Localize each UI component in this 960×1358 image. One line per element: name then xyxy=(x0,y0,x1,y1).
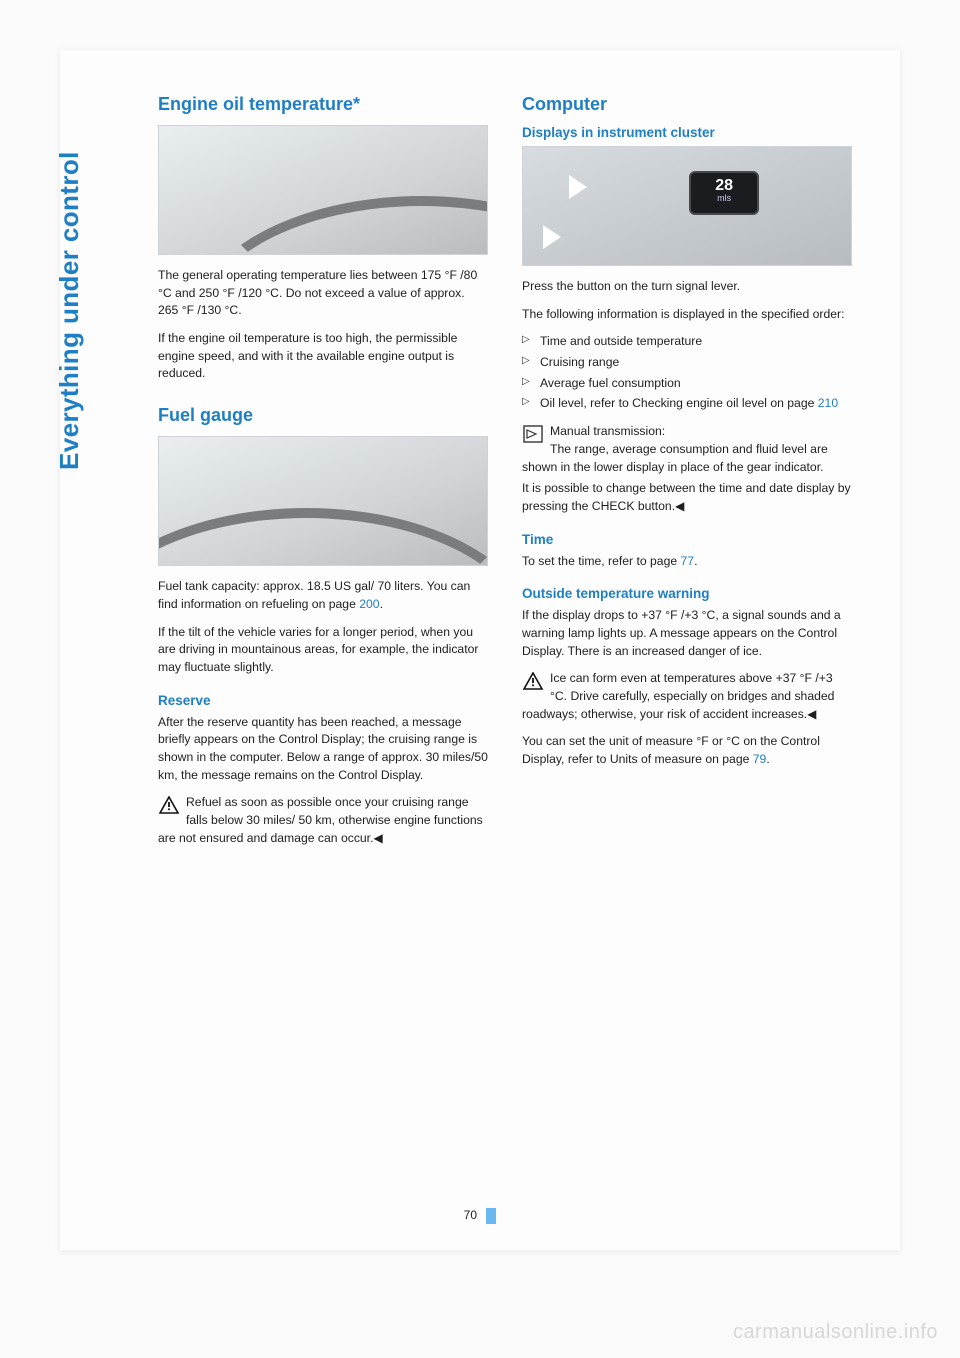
reserve-para-1: After the reserve quantity has been reac… xyxy=(158,714,488,785)
fuel-para-1: Fuel tank capacity: approx. 18.5 US gal/… xyxy=(158,578,488,613)
ice-warning-text: Ice can form even at temperatures above … xyxy=(522,671,834,720)
manual-note-line1: Manual transmission: xyxy=(550,424,665,438)
page-number-footer: 70 xyxy=(60,1208,900,1224)
units-para: You can set the unit of measure °F or °C… xyxy=(522,733,852,768)
manual-note-line2: The range, average consumption and fluid… xyxy=(522,442,828,474)
warning-icon xyxy=(522,671,544,691)
display-value: 28 xyxy=(715,177,733,194)
computer-info-list: Time and outside temperature Cruising ra… xyxy=(522,333,852,413)
heading-time: Time xyxy=(522,532,852,547)
outside-temp-para-1: If the display drops to +37 °F /+3 °C, a… xyxy=(522,607,852,660)
heading-fuel-gauge: Fuel gauge xyxy=(158,405,488,426)
display-readout: 28 mls xyxy=(689,171,759,215)
fuel-para-1b: . xyxy=(380,597,383,611)
page-link-210[interactable]: 210 xyxy=(818,396,838,410)
figure-instrument-cluster: 28 mls xyxy=(522,146,852,266)
left-column: Engine oil temperature* The general oper… xyxy=(158,90,488,857)
warning-icon xyxy=(158,795,180,815)
right-column: Computer Displays in instrument cluster … xyxy=(522,90,852,857)
time-para-b: . xyxy=(694,554,697,568)
units-para-a: You can set the unit of measure °F or °C… xyxy=(522,734,820,766)
ice-warning-note: Ice can form even at temperatures above … xyxy=(522,670,852,723)
manual-page: Everything under control Engine oil temp… xyxy=(60,50,900,1250)
list-item-time-temp: Time and outside temperature xyxy=(522,333,852,351)
list-item-oil-level-text: Oil level, refer to Checking engine oil … xyxy=(540,396,818,410)
list-item-oil-level: Oil level, refer to Checking engine oil … xyxy=(522,395,852,413)
heading-outside-temp-warning: Outside temperature warning xyxy=(522,586,852,601)
figure-fuel-gauge xyxy=(158,436,488,566)
heading-reserve: Reserve xyxy=(158,693,488,708)
heading-computer: Computer xyxy=(522,94,852,115)
content-columns: Engine oil temperature* The general oper… xyxy=(158,90,852,857)
list-item-avg-fuel: Average fuel consumption xyxy=(522,375,852,393)
chapter-side-title: Everything under control xyxy=(54,151,85,470)
engine-oil-para-2: If the engine oil temperature is too hig… xyxy=(158,330,488,383)
figure-engine-oil-gauge xyxy=(158,125,488,255)
reserve-warning-note: Refuel as soon as possible once your cru… xyxy=(158,794,488,847)
manual-transmission-note: Manual transmission: The range, average … xyxy=(522,423,852,515)
display-unit: mls xyxy=(691,194,757,204)
reserve-warning-text: Refuel as soon as possible once your cru… xyxy=(158,795,483,844)
heading-engine-oil-temp: Engine oil temperature* xyxy=(158,94,488,115)
time-para: To set the time, refer to page 77. xyxy=(522,553,852,571)
page-link-79[interactable]: 79 xyxy=(753,752,767,766)
units-para-b: . xyxy=(766,752,769,766)
heading-displays-cluster: Displays in instrument cluster xyxy=(522,125,852,140)
page-link-77[interactable]: 77 xyxy=(681,554,695,568)
page-number: 70 xyxy=(464,1208,477,1222)
watermark-text: carmanualsonline.info xyxy=(733,1321,938,1344)
manual-note-line3: It is possible to change between the tim… xyxy=(522,481,851,513)
fuel-para-2: If the tilt of the vehicle varies for a … xyxy=(158,624,488,677)
note-box-icon xyxy=(522,424,544,444)
time-para-a: To set the time, refer to page xyxy=(522,554,681,568)
page-link-200[interactable]: 200 xyxy=(359,597,379,611)
engine-oil-para-1: The general operating temperature lies b… xyxy=(158,267,488,320)
computer-para-2: The following information is displayed i… xyxy=(522,306,852,324)
page-tab-marker xyxy=(486,1208,496,1224)
fuel-para-1a: Fuel tank capacity: approx. 18.5 US gal/… xyxy=(158,579,470,611)
list-item-cruising-range: Cruising range xyxy=(522,354,852,372)
computer-para-1: Press the button on the turn signal leve… xyxy=(522,278,852,296)
